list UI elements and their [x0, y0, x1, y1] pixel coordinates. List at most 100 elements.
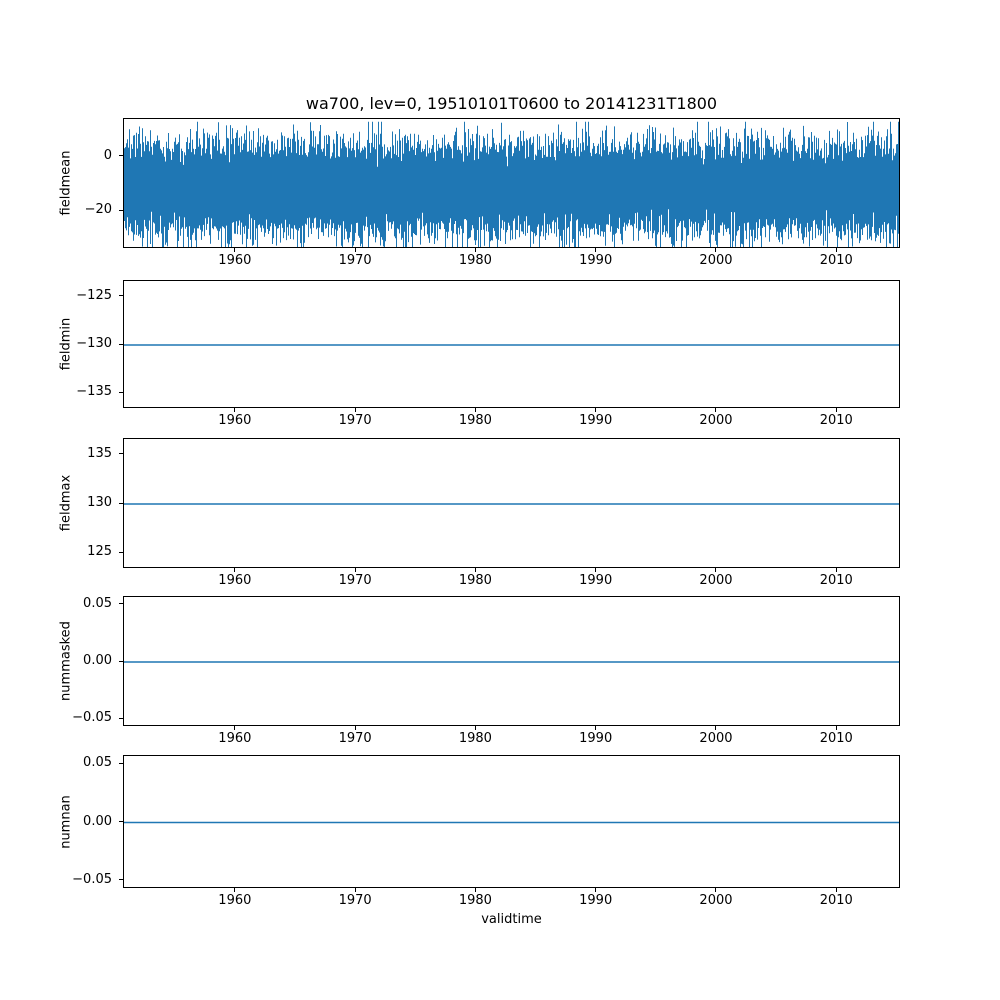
x-tick-label: 1970: [338, 893, 372, 908]
y-tick-label: −0.05: [72, 710, 112, 726]
y-tick-label: 0.05: [83, 755, 112, 771]
fieldmax-plot: [124, 503, 899, 505]
numnan-plot: [124, 821, 899, 824]
x-tick-mark: [595, 568, 597, 572]
y-tick-label: 0.00: [83, 653, 112, 668]
x-tick-label: 1980: [458, 573, 492, 588]
y-tick-label: −0.05: [72, 871, 112, 887]
y-tick-mark: [119, 551, 123, 553]
y-tick-label: −20: [84, 202, 112, 218]
subplot-numnan: numnan 0.05 0.00 −0.05 1960 1970 1980 1990 2000…: [0, 755, 1000, 908]
x-tick-mark: [595, 248, 597, 252]
subplot-fieldmin: fieldmin −125 −130 −135 1960 1970 1980 1990 200…: [0, 280, 1000, 428]
x-tick-label: 1960: [218, 413, 252, 428]
x-tick-mark: [474, 408, 476, 412]
subplot-nummasked: nummasked 0.05 0.00 −0.05 1960 1970 1980 1990 2…: [0, 595, 1000, 746]
x-tick-mark: [835, 408, 837, 412]
axes-area-fieldmin: [123, 280, 900, 408]
subplot-fieldmean: fieldmean 0 −20 1960 1970 1980 1990 2000 2010: [0, 118, 1000, 268]
x-tick-label: 1970: [338, 573, 372, 588]
x-tick-label: 2000: [699, 573, 733, 588]
x-tick-label: 1980: [458, 731, 492, 746]
axes-area-numnan: [123, 755, 900, 888]
y-tick-mark: [119, 209, 123, 211]
fieldmin-plot: [124, 344, 899, 346]
x-tick-mark: [354, 248, 356, 252]
x-tick-mark: [474, 726, 476, 730]
x-tick-label: 2010: [819, 731, 853, 746]
x-tick-mark: [474, 248, 476, 252]
y-tick-mark: [119, 453, 123, 455]
x-tick-label: 1960: [218, 253, 252, 268]
axes-area-fieldmax: [123, 438, 900, 568]
x-tick-mark: [234, 248, 236, 252]
y-tick-label: 0: [103, 147, 112, 163]
x-tick-mark: [715, 248, 717, 252]
y-tick-mark: [119, 879, 123, 881]
x-tick-mark: [474, 568, 476, 572]
x-tick-mark: [354, 408, 356, 412]
x-tick-label: 2010: [819, 893, 853, 908]
y-tick-label: 130: [87, 495, 112, 510]
x-tick-label: 1960: [218, 731, 252, 746]
axes-area-nummasked: [123, 596, 900, 726]
x-tick-mark: [234, 408, 236, 412]
x-tick-label: 1990: [579, 573, 613, 588]
x-tick-label: 1990: [579, 731, 613, 746]
y-tick-mark: [119, 717, 123, 719]
x-tick-label: 1980: [458, 893, 492, 908]
subplot-fieldmax: fieldmax 135 130 125 1960 1970 1980 1990 2000 20…: [0, 438, 1000, 588]
y-tick-label: 0.05: [83, 595, 112, 611]
x-tick-mark: [354, 726, 356, 730]
x-tick-label: 1980: [458, 253, 492, 268]
y-tick-mark: [119, 660, 123, 662]
y-tick-label: −125: [76, 287, 112, 303]
y-tick-label: −130: [76, 336, 112, 351]
x-tick-label: 2000: [699, 253, 733, 268]
x-tick-mark: [835, 568, 837, 572]
x-tick-label: 1990: [579, 253, 613, 268]
x-tick-mark: [234, 726, 236, 730]
x-tick-label: 1970: [338, 253, 372, 268]
x-tick-mark: [715, 408, 717, 412]
x-tick-mark: [835, 888, 837, 892]
y-tick-label: 0.00: [83, 813, 112, 829]
x-tick-label: 2000: [699, 731, 733, 746]
series-noise-band: [124, 121, 899, 247]
x-tick-mark: [595, 888, 597, 892]
y-tick-mark: [119, 295, 123, 296]
x-tick-mark: [234, 568, 236, 572]
x-tick-mark: [354, 888, 356, 892]
x-tick-label: 1980: [458, 413, 492, 428]
x-tick-mark: [354, 568, 356, 572]
y-tick-label: 125: [87, 544, 112, 560]
y-tick-mark: [119, 391, 123, 393]
x-tick-mark: [715, 568, 717, 572]
x-tick-mark: [715, 888, 717, 892]
x-tick-label: 2000: [699, 893, 733, 908]
y-tick-label: 135: [87, 445, 112, 461]
x-tick-label: 1970: [338, 731, 372, 746]
x-tick-mark: [595, 408, 597, 412]
x-tick-label: 1960: [218, 573, 252, 588]
y-tick-label: −135: [76, 384, 112, 400]
figure-title: wa700, lev=0, 19510101T0600 to 20141231T…: [305, 94, 718, 113]
x-tick-label: 2010: [819, 573, 853, 588]
x-tick-label: 1970: [338, 413, 372, 428]
x-tick-label: 1990: [579, 413, 613, 428]
y-tick-mark: [119, 821, 123, 822]
x-tick-mark: [474, 888, 476, 892]
x-tick-label: 1990: [579, 893, 613, 908]
x-tick-mark: [234, 888, 236, 892]
axes-area-fieldmean: [123, 118, 900, 248]
y-tick-mark: [119, 343, 123, 345]
x-tick-mark: [595, 726, 597, 730]
x-axis-label: validtime: [481, 912, 542, 927]
y-tick-mark: [119, 603, 123, 605]
y-tick-mark: [119, 155, 123, 157]
x-tick-label: 1960: [218, 893, 252, 908]
y-tick-mark: [119, 502, 123, 504]
fieldmean-plot: [124, 121, 899, 247]
x-tick-label: 2010: [819, 253, 853, 268]
